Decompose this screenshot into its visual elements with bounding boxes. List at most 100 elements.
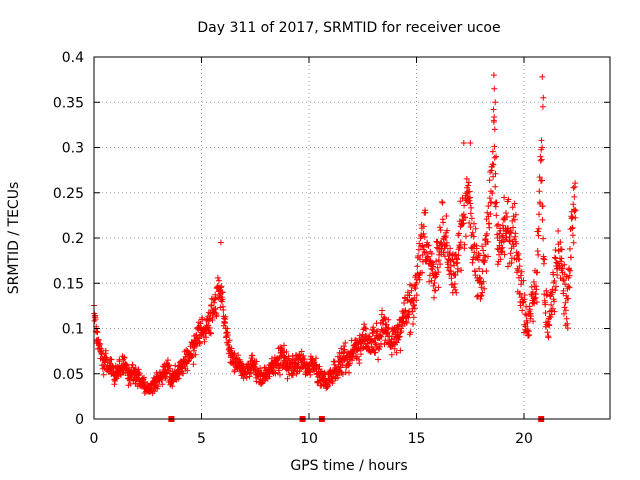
data-point [499, 234, 505, 240]
data-point [468, 215, 475, 222]
data-point [544, 318, 551, 325]
data-point [533, 299, 540, 306]
data-point [560, 277, 567, 284]
y-tick-label: 0.3 [62, 141, 84, 157]
data-point [496, 230, 503, 237]
data-point [193, 332, 200, 338]
data-point [536, 174, 543, 181]
data-point [253, 358, 260, 365]
y-axis-ticks: 0 0.05 0.1 0.15 0.2 0.25 0.3 0.35 0.4 [53, 50, 610, 428]
data-point [375, 356, 382, 363]
data-point [465, 179, 472, 186]
data-point [213, 312, 220, 318]
data-point [518, 281, 524, 288]
data-point [455, 252, 462, 259]
data-point [108, 356, 115, 363]
data-point [307, 353, 314, 360]
data-point [457, 243, 463, 250]
data-point [483, 230, 490, 237]
data-point [354, 353, 361, 360]
data-point [395, 334, 402, 341]
data-point [169, 383, 176, 390]
data-point [100, 371, 107, 378]
data-point [477, 293, 484, 300]
data-point [424, 239, 431, 246]
data-point [552, 247, 559, 253]
data-point [554, 272, 561, 278]
data-point [569, 224, 576, 231]
data-point [471, 220, 477, 227]
data-point [447, 263, 454, 269]
data-point [222, 313, 229, 320]
data-point [136, 370, 143, 377]
y-tick-label: 0 [75, 412, 84, 428]
x-tick-label: 20 [515, 431, 533, 447]
data-point [505, 225, 512, 232]
data-point [203, 334, 210, 341]
data-point [486, 195, 493, 202]
data-point [561, 261, 568, 268]
y-tick-label: 0.05 [53, 367, 84, 383]
data-point [480, 278, 487, 285]
data-point [383, 321, 390, 328]
data-point [561, 304, 568, 311]
data-point [409, 308, 416, 315]
data-point [555, 228, 562, 234]
data-point [512, 230, 519, 237]
data-point [490, 72, 497, 79]
data-point [499, 222, 506, 229]
data-point [548, 301, 555, 308]
data-point [564, 325, 571, 332]
data-point [560, 287, 567, 294]
data-point [491, 126, 498, 133]
data-point [562, 299, 569, 306]
data-point [415, 253, 422, 259]
y-tick-label: 0.35 [53, 95, 84, 111]
data-point [542, 310, 549, 316]
data-point [528, 313, 534, 320]
data-point [559, 265, 566, 272]
data-point [539, 144, 546, 151]
data-point [408, 282, 415, 289]
data-point [512, 211, 519, 218]
data-point [466, 197, 473, 204]
data-point [231, 350, 238, 357]
data-point [432, 287, 439, 294]
data-point [410, 314, 417, 321]
data-point [453, 289, 460, 296]
data-point [535, 232, 542, 239]
data-point [483, 268, 490, 274]
data-point [548, 311, 555, 318]
data-point [565, 295, 572, 302]
data-point [532, 291, 539, 298]
data-point [414, 263, 421, 270]
data-point [490, 173, 497, 180]
data-point [443, 239, 450, 246]
data-point [159, 381, 166, 388]
data-point [396, 333, 403, 340]
data-point [508, 229, 515, 236]
data-point [551, 278, 558, 284]
data-point [519, 307, 526, 314]
data-point [553, 259, 560, 266]
data-point [301, 356, 308, 363]
data-point [437, 227, 444, 234]
data-point [425, 253, 432, 260]
data-point [437, 261, 444, 268]
data-point [451, 280, 458, 287]
data-point [167, 365, 174, 372]
data-point [515, 250, 522, 257]
data-point [134, 376, 140, 383]
data-point [570, 239, 577, 246]
data-point [247, 366, 254, 373]
data-point [520, 277, 527, 284]
data-point [430, 282, 437, 289]
data-point [444, 227, 451, 234]
data-point [549, 286, 556, 293]
x-tick-label: 0 [90, 431, 99, 447]
y-tick-label: 0.4 [62, 50, 84, 66]
data-point [459, 194, 466, 201]
data-point [442, 243, 449, 250]
data-point [486, 224, 493, 231]
